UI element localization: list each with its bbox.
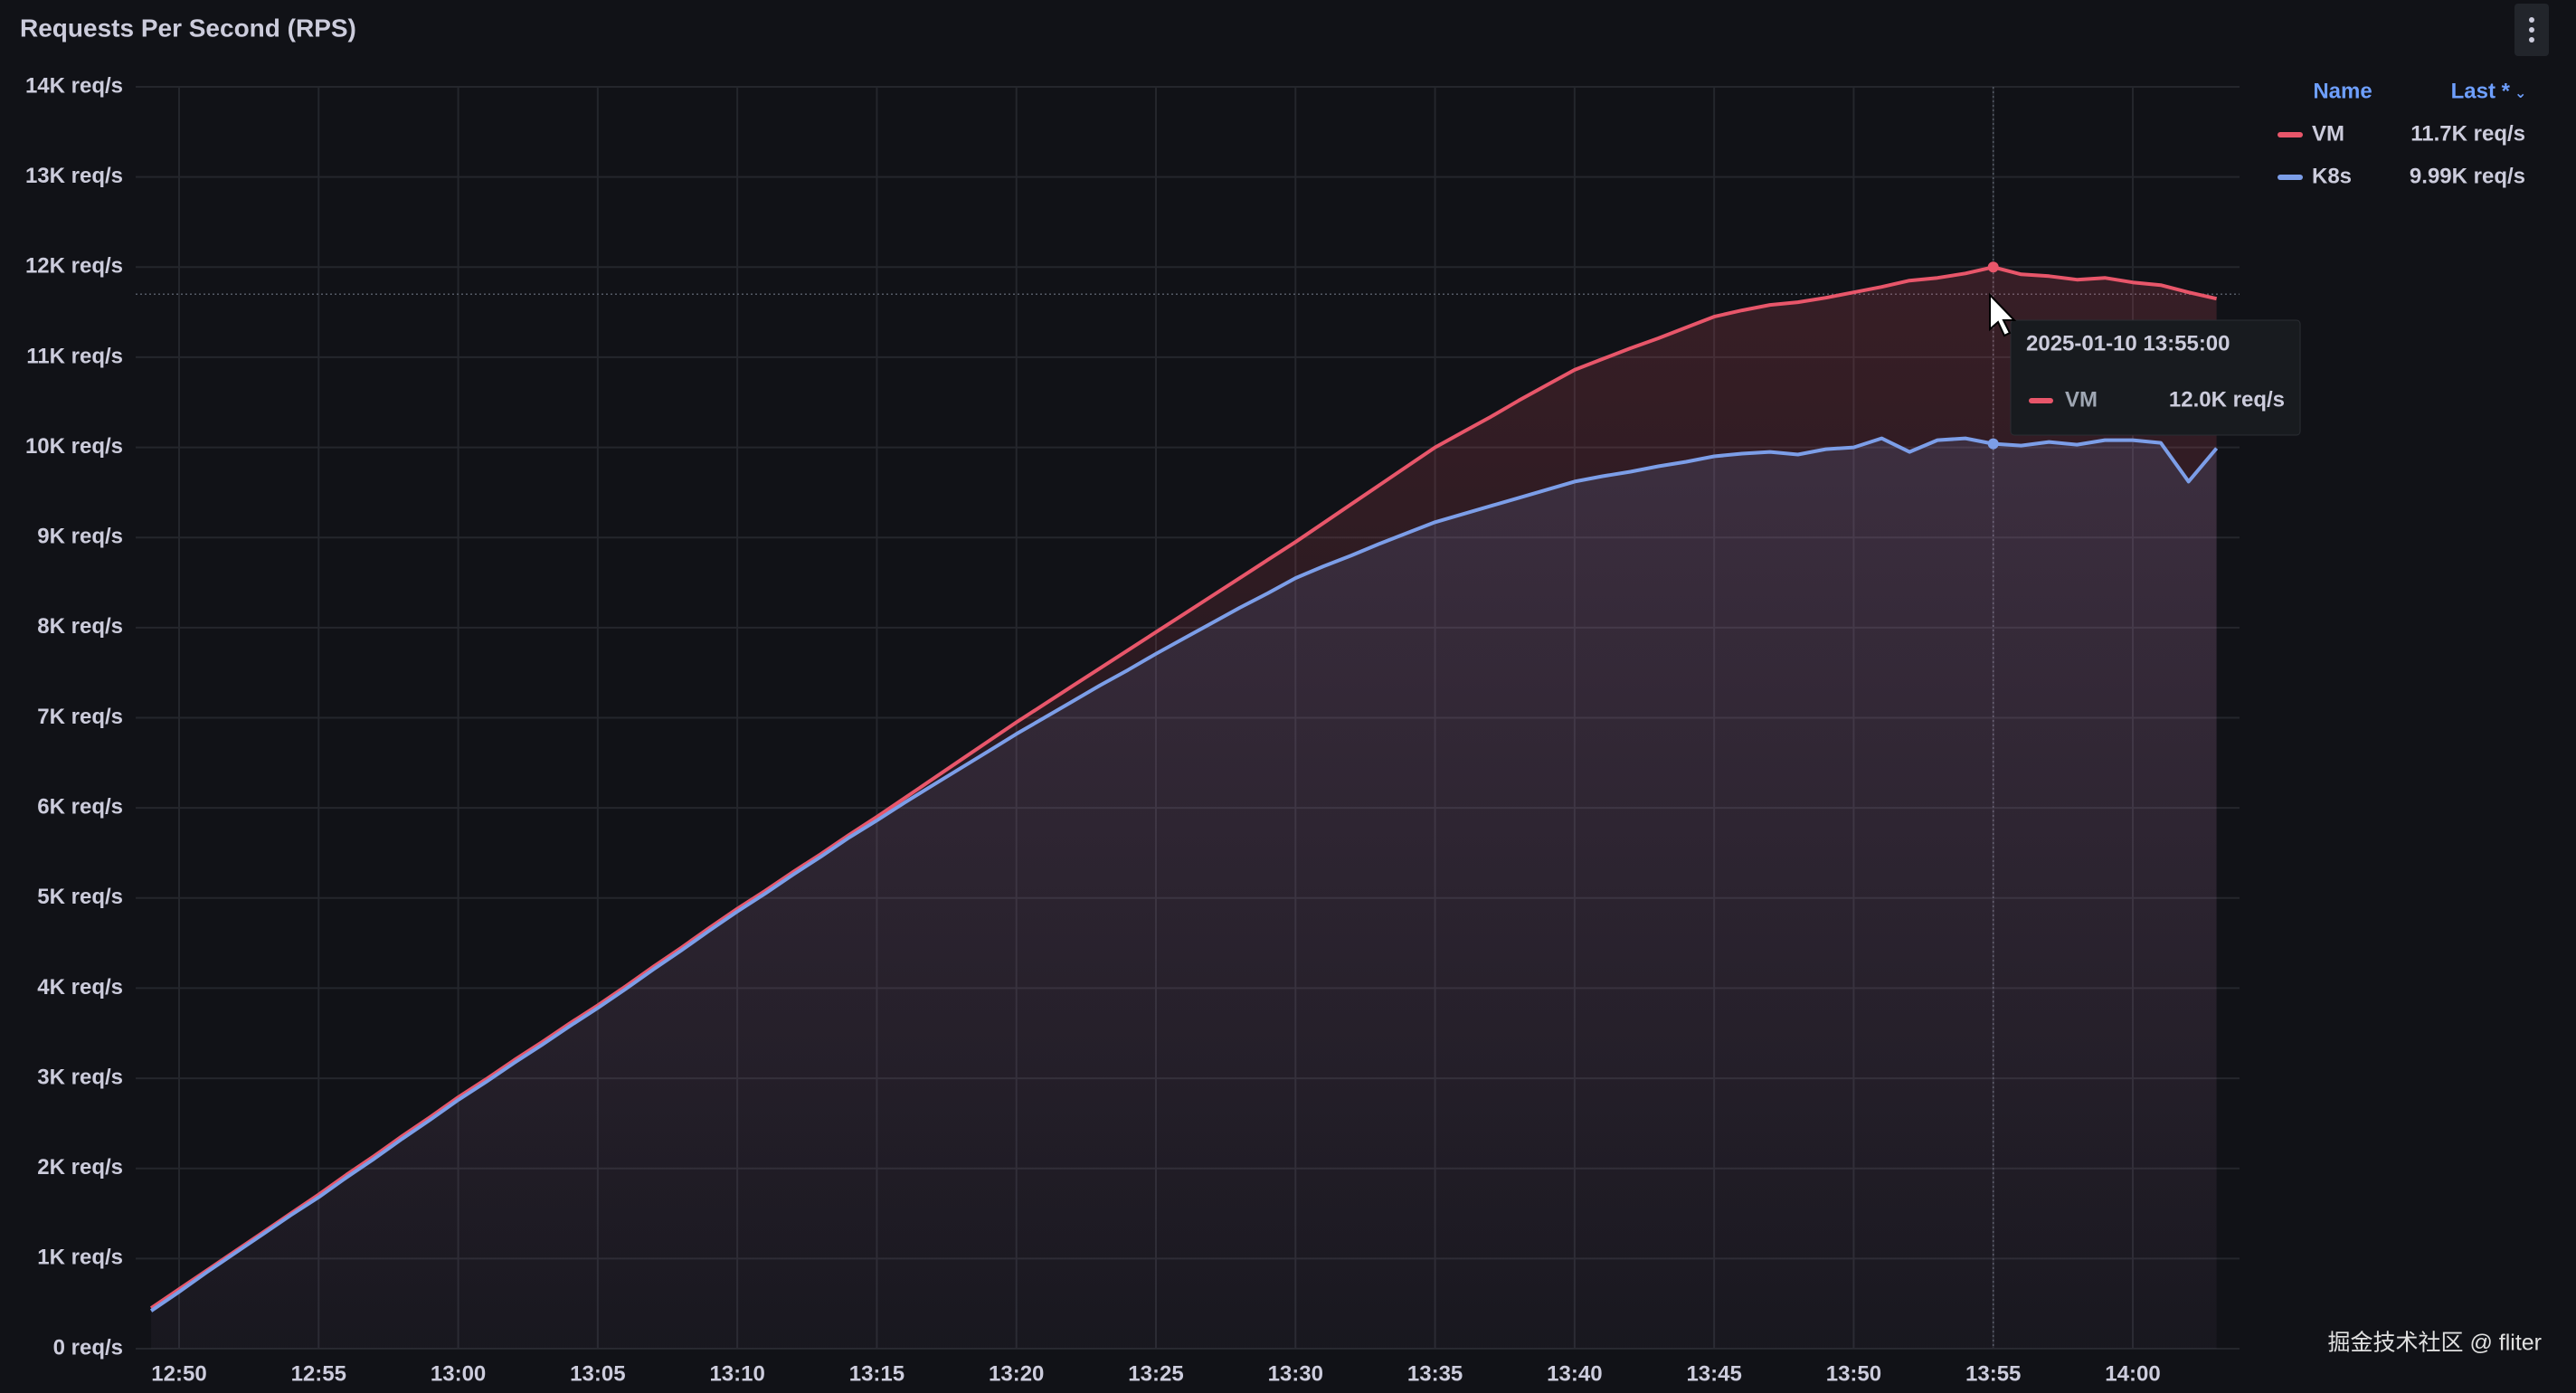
y-tick-label: 12K req/s [25, 254, 123, 279]
y-tick-label: 4K req/s [37, 975, 123, 1000]
hover-point [1987, 438, 1999, 450]
x-tick-label: 12:50 [151, 1361, 206, 1386]
y-tick-label: 0 req/s [53, 1335, 123, 1360]
x-tick-label: 13:25 [1128, 1361, 1183, 1386]
x-tick-label: 13:40 [1547, 1361, 1602, 1386]
tooltip-swatch [2029, 398, 2053, 403]
y-tick-label: 11K req/s [26, 344, 123, 368]
y-tick-label: 14K req/s [25, 73, 123, 98]
lines [149, 261, 2219, 1312]
series-line [149, 436, 2219, 1312]
area-fill [151, 438, 2217, 1350]
menu-icon[interactable] [2514, 4, 2549, 56]
y-tick-label: 6K req/s [37, 794, 123, 819]
chart-title: Requests Per Second (RPS) [20, 14, 356, 42]
y-tick-label: 2K req/s [37, 1155, 123, 1180]
legend-label[interactable]: VM [2312, 121, 2344, 146]
hover-point [1987, 261, 1999, 273]
menu-dot [2529, 37, 2534, 43]
series-line [149, 265, 2218, 1310]
y-tick-label: 5K req/s [37, 885, 123, 909]
menu-dot [2529, 27, 2534, 33]
tooltip: 2025-01-10 13:55:00 VM 12.0K req/s [2010, 319, 2301, 436]
y-tick-label: 3K req/s [37, 1065, 123, 1089]
y-tick-label: 8K req/s [37, 614, 123, 639]
y-tick-label: 10K req/s [25, 434, 123, 459]
tooltip-series: VM [2065, 387, 2098, 412]
y-tick-label: 13K req/s [25, 164, 123, 188]
x-tick-label: 13:10 [709, 1361, 764, 1386]
x-tick-label: 13:30 [1268, 1361, 1323, 1386]
x-tick-label: 13:05 [570, 1361, 625, 1386]
legend-swatch [2278, 132, 2303, 137]
x-tick-label: 13:35 [1407, 1361, 1463, 1386]
tooltip-time: 2025-01-10 13:55:00 [2026, 331, 2230, 355]
tooltip-box [2010, 319, 2301, 436]
x-tick-label: 13:55 [1965, 1361, 2021, 1386]
legend-header[interactable]: Last * [2451, 79, 2511, 103]
y-tick-label: 1K req/s [37, 1246, 123, 1270]
legend-last: 11.7K req/s [2410, 121, 2525, 146]
legend-label[interactable]: K8s [2312, 164, 2352, 188]
legend: Name Last * ⌄ VM 11.7K req/s K8s 9.99K req/… [2278, 79, 2526, 188]
legend-header[interactable]: Name [2313, 79, 2372, 103]
menu-dot [2529, 17, 2534, 23]
legend-swatch [2278, 175, 2303, 180]
watermark: 掘金技术社区 @ fliter [2328, 1331, 2543, 1356]
axes: 0 req/s 1K req/s 2K req/s 3K req/s 4K req/s 5… [25, 73, 2161, 1386]
y-tick-label: 7K req/s [37, 705, 123, 729]
x-tick-label: 13:20 [989, 1361, 1044, 1386]
x-tick-label: 13:45 [1686, 1361, 1741, 1386]
areas [151, 267, 2217, 1350]
x-tick-label: 13:15 [849, 1361, 904, 1386]
x-tick-label: 13:00 [431, 1361, 486, 1386]
sort-icon[interactable]: ⌄ [2514, 86, 2526, 101]
legend-last: 9.99K req/s [2410, 164, 2525, 188]
tooltip-value: 12.0K req/s [2169, 387, 2285, 412]
x-tick-label: 13:50 [1826, 1361, 1881, 1386]
x-tick-label: 12:55 [291, 1361, 346, 1386]
mouse-cursor [1989, 292, 2017, 337]
y-tick-label: 9K req/s [37, 525, 123, 549]
x-tick-label: 14:00 [2105, 1361, 2160, 1386]
